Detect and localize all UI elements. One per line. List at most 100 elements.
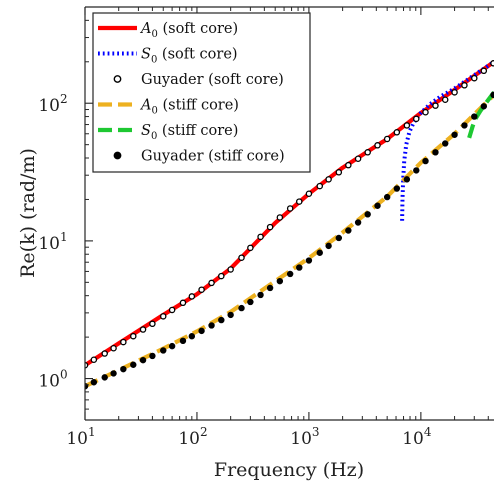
series-point-5 [227,311,234,319]
series-point-5 [247,298,254,306]
legend-label-4: S0 (stiff core) [141,123,238,142]
series-layer [85,60,494,390]
series-point-2 [238,254,245,261]
y-axis-title: Re(k) (rad/m) [17,148,39,278]
series-point-2 [325,176,332,183]
series-point-5 [451,131,458,138]
series-point-5 [345,227,352,234]
series-point-2 [374,142,381,149]
series-point-5 [208,322,215,329]
series-point-5 [461,122,468,129]
series-point-2 [227,266,234,273]
legend-label-3: A0 (stiff core) [139,98,239,117]
series-line-3 [85,93,494,389]
series-point-5 [257,291,264,299]
series-point-5 [101,374,108,381]
series-point-5 [422,157,429,165]
y-tick-label: 100 [38,368,67,392]
series-point-2 [471,74,478,82]
series-point-5 [413,167,420,174]
series-point-5 [480,103,488,110]
y-tick-label: 101 [38,230,67,254]
series-point-5 [276,277,284,285]
series-point-5 [286,270,294,278]
series-point-2 [208,279,215,287]
series-point-5 [90,379,98,386]
x-tick-label: 103 [290,425,319,449]
series-point-5 [160,347,167,354]
series-point-2 [139,326,147,333]
x-tick-label: 102 [178,425,207,449]
series-point-2 [354,155,362,163]
series-point-2 [393,129,401,136]
series-point-5 [149,352,156,360]
legend-marker-2 [113,75,122,83]
series-point-5 [305,257,313,264]
x-axis-title: Frequency (Hz) [214,459,364,481]
series-point-2 [120,338,127,346]
legend-marker-5 [113,151,122,160]
series-point-2 [218,272,225,280]
series-point-5 [188,333,196,340]
series-point-5 [139,356,147,364]
series-point-5 [374,202,381,209]
series-point-2 [490,60,494,67]
series-point-2 [276,214,284,221]
series-point-2 [451,89,458,96]
series-point-5 [218,316,225,324]
legend-label-0: A0 (soft core) [139,21,238,40]
series-point-5 [442,140,449,147]
x-tick-label: 104 [402,425,432,449]
series-point-5 [364,211,371,218]
series-point-2 [188,293,196,300]
series-point-2 [413,115,420,123]
series-point-5 [432,149,439,156]
series-point-2 [432,102,439,109]
series-point-2 [159,313,167,320]
series-point-2 [441,96,449,103]
series-point-2 [335,169,343,176]
series-point-2 [286,205,294,212]
series-line-4 [467,91,494,139]
series-point-2 [90,356,98,363]
series-point-5 [490,91,494,99]
series-point-5 [354,219,362,226]
legend-label-2: Guyader (soft core) [141,72,284,88]
series-point-5 [471,113,478,120]
series-point-2 [422,108,429,116]
series-point-5 [325,242,332,250]
series-point-5 [383,193,391,201]
series-point-2 [247,244,254,252]
legend-label-1: S0 (soft core) [141,47,238,66]
series-point-5 [179,337,187,345]
series-point-5 [266,284,274,292]
series-point-2 [305,190,313,197]
series-point-2 [316,182,324,190]
legend: A0 (soft core) S0 (soft core) Guyader (sof… [92,12,311,173]
series-point-2 [110,345,117,352]
series-point-2 [296,198,303,205]
series-point-5 [238,304,245,312]
series-point-2 [179,299,187,307]
series-point-5 [130,361,137,368]
series-point-2 [149,320,156,328]
x-tick-label: 101 [66,425,95,449]
series-point-2 [101,350,108,357]
series-point-5 [335,234,343,242]
series-point-5 [393,185,401,192]
series-point-2 [266,223,274,231]
series-point-2 [480,67,488,75]
series-point-5 [316,249,323,256]
series-point-5 [403,176,411,183]
series-point-2 [198,286,205,293]
y-tick-label: 102 [38,92,67,116]
series-point-5 [110,370,117,377]
series-point-2 [130,332,137,340]
series-point-2 [168,306,176,314]
series-point-5 [198,327,205,335]
series-point-2 [364,149,371,156]
series-point-5 [168,342,176,350]
legend-box [92,12,311,173]
series-point-2 [257,233,264,241]
